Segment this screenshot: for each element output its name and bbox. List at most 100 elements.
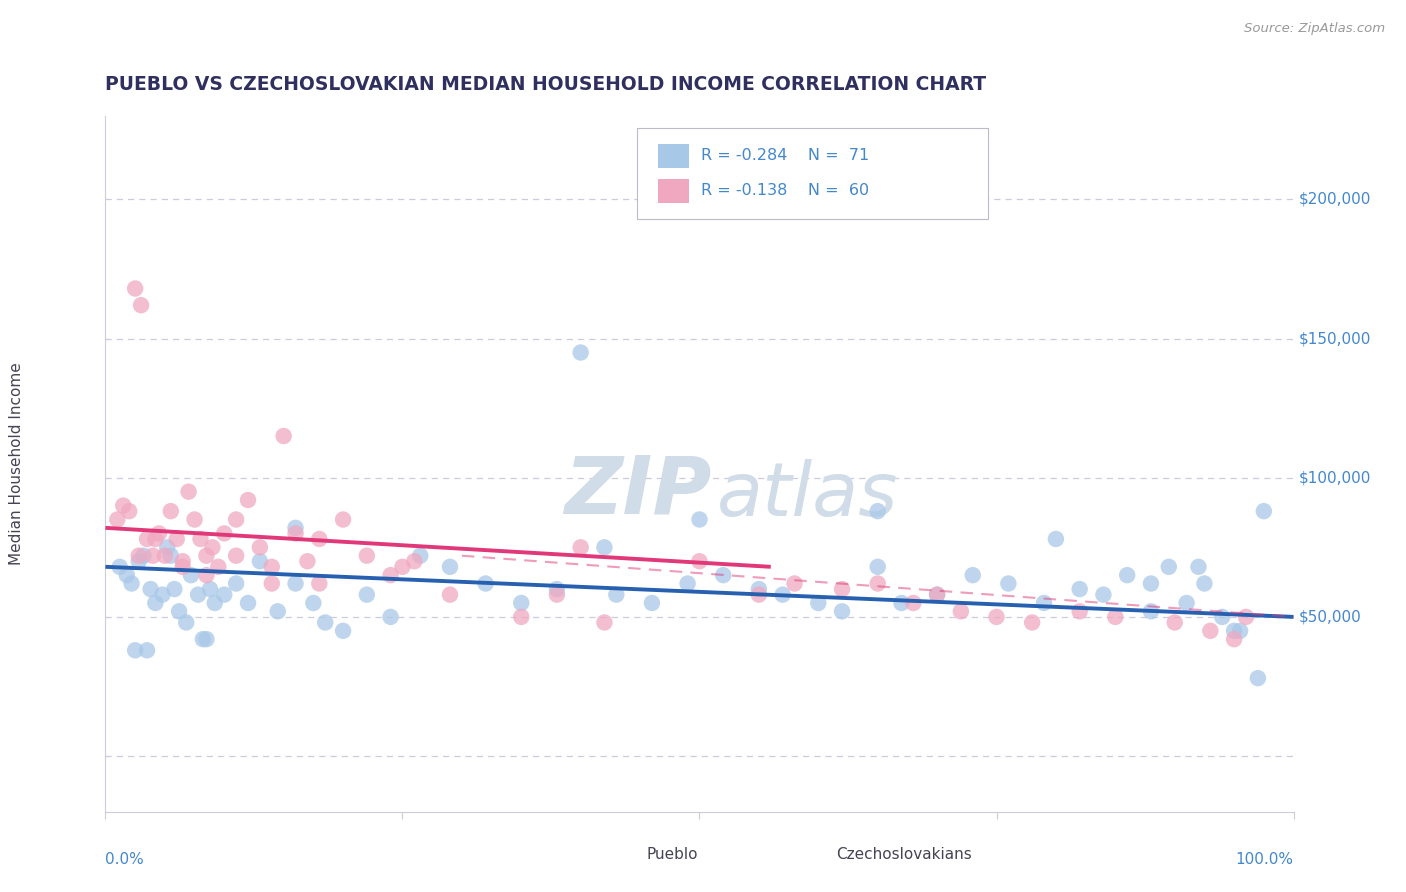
Point — [510, 610, 533, 624]
Point — [180, 568, 202, 582]
Point — [1253, 504, 1275, 518]
Point — [143, 596, 166, 610]
Point — [124, 643, 146, 657]
Point — [136, 532, 159, 546]
Point — [676, 576, 699, 591]
Point — [1247, 671, 1270, 685]
Point — [273, 429, 295, 443]
Point — [152, 588, 174, 602]
Point — [866, 576, 889, 591]
Point — [129, 298, 152, 312]
Point — [105, 512, 128, 526]
Point — [1116, 568, 1139, 582]
Point — [112, 499, 135, 513]
Point — [115, 568, 138, 582]
Point — [195, 632, 218, 647]
Point — [214, 526, 236, 541]
Point — [187, 588, 209, 602]
Text: Source: ZipAtlas.com: Source: ZipAtlas.com — [1244, 22, 1385, 36]
Point — [380, 568, 402, 582]
FancyBboxPatch shape — [658, 179, 689, 203]
Point — [641, 596, 664, 610]
Point — [308, 532, 330, 546]
Point — [605, 588, 627, 602]
Point — [1021, 615, 1043, 630]
Point — [711, 568, 734, 582]
Point — [159, 504, 181, 518]
Point — [142, 549, 165, 563]
Point — [748, 582, 770, 596]
Point — [986, 610, 1008, 624]
Point — [1033, 596, 1056, 610]
Point — [510, 596, 533, 610]
Point — [1069, 582, 1091, 596]
Text: $50,000: $50,000 — [1299, 609, 1362, 624]
Point — [391, 559, 413, 574]
Point — [124, 281, 146, 295]
Point — [236, 493, 259, 508]
Point — [191, 632, 214, 647]
Point — [439, 588, 461, 602]
Point — [314, 615, 336, 630]
Point — [866, 559, 889, 574]
Text: R = -0.284    N =  71: R = -0.284 N = 71 — [702, 148, 869, 163]
Point — [772, 588, 794, 602]
Point — [783, 576, 806, 591]
Point — [163, 582, 186, 596]
Point — [807, 596, 830, 610]
FancyBboxPatch shape — [806, 843, 831, 867]
Point — [332, 624, 354, 638]
Point — [183, 512, 205, 526]
Point — [214, 588, 236, 602]
Point — [108, 559, 131, 574]
Point — [148, 526, 170, 541]
Point — [1157, 559, 1180, 574]
Point — [166, 532, 188, 546]
Point — [569, 345, 592, 359]
Point — [332, 512, 354, 526]
Point — [172, 559, 194, 574]
Point — [136, 643, 159, 657]
Point — [249, 541, 271, 555]
Text: $200,000: $200,000 — [1299, 192, 1371, 207]
Point — [831, 582, 853, 596]
Point — [866, 504, 889, 518]
Point — [159, 549, 181, 563]
Point — [167, 604, 190, 618]
Point — [356, 588, 378, 602]
Point — [925, 588, 948, 602]
Point — [225, 512, 247, 526]
Point — [593, 615, 616, 630]
Point — [121, 576, 143, 591]
Point — [177, 484, 200, 499]
Point — [1234, 610, 1257, 624]
Point — [1175, 596, 1198, 610]
Point — [748, 588, 770, 602]
Point — [284, 526, 307, 541]
Point — [297, 554, 319, 568]
Point — [689, 554, 711, 568]
Point — [546, 588, 568, 602]
Point — [1104, 610, 1126, 624]
Text: Czechoslovakians: Czechoslovakians — [837, 847, 973, 863]
Point — [195, 549, 218, 563]
Point — [890, 596, 912, 610]
Point — [1223, 624, 1246, 638]
Point — [153, 549, 176, 563]
Point — [409, 549, 432, 563]
Point — [201, 541, 224, 555]
Point — [207, 559, 229, 574]
Point — [284, 576, 307, 591]
Point — [260, 559, 283, 574]
Text: 100.0%: 100.0% — [1236, 852, 1294, 867]
Point — [1187, 559, 1209, 574]
Point — [831, 604, 853, 618]
Point — [195, 568, 218, 582]
Point — [172, 554, 194, 568]
Point — [1164, 615, 1187, 630]
Point — [260, 576, 283, 591]
Point — [267, 604, 290, 618]
Point — [225, 549, 247, 563]
Point — [128, 549, 150, 563]
Point — [190, 532, 212, 546]
